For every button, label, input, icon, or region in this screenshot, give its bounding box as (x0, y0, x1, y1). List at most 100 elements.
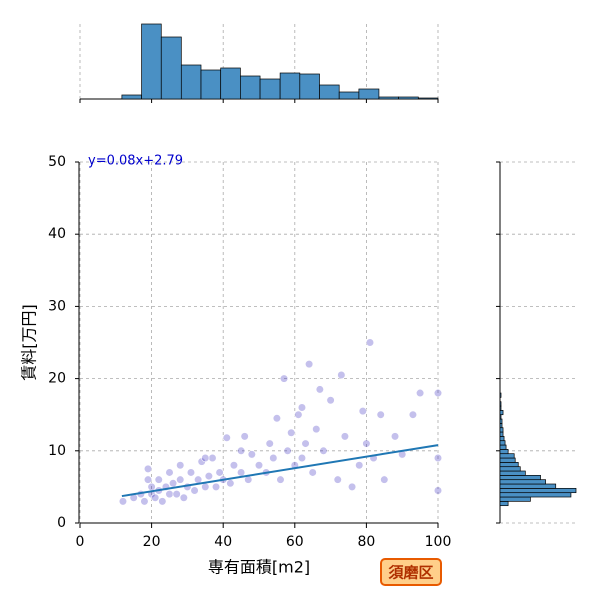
point (433, 388, 443, 398)
hist-bar (499, 410, 504, 416)
point (283, 446, 292, 455)
x-tick-label: 0 (76, 534, 85, 550)
point (201, 482, 210, 492)
point (176, 461, 185, 470)
hist-bar (240, 75, 261, 100)
x-tick-label: 40 (214, 534, 232, 550)
hist-bar (319, 84, 340, 100)
point (365, 338, 375, 347)
hist-bar (499, 405, 502, 411)
hist-bar (378, 96, 399, 100)
point (408, 410, 418, 419)
hist-bar (499, 492, 572, 498)
point (319, 446, 328, 455)
y-axis-label: 賃料[万円] (20, 304, 39, 381)
point (168, 479, 178, 488)
hist-bar (299, 73, 320, 100)
point (362, 439, 371, 448)
point (433, 486, 443, 495)
hist-bar (259, 78, 281, 100)
point (340, 432, 350, 441)
x-tick-label: 60 (286, 534, 304, 550)
point (333, 475, 342, 484)
point (308, 468, 317, 477)
point (140, 497, 149, 506)
point (287, 428, 296, 437)
point (176, 475, 185, 484)
hist-bar (499, 449, 509, 455)
hist-bar (499, 457, 516, 463)
point (215, 468, 224, 477)
hist-bar (499, 401, 502, 407)
x-tick-label: 80 (357, 534, 375, 550)
hist-bar (499, 436, 505, 442)
point (416, 388, 425, 398)
hist-bar (499, 431, 504, 437)
fit-line (121, 444, 439, 498)
point (208, 453, 217, 463)
hist-bar (499, 418, 503, 424)
hist-bar (499, 427, 504, 433)
point (229, 461, 239, 470)
point (154, 475, 163, 484)
point (151, 493, 160, 502)
hist-bar (499, 453, 515, 459)
hist-bar (499, 496, 531, 502)
y-tick-label: 20 (48, 371, 66, 387)
point (380, 475, 389, 484)
hist-bar (398, 96, 419, 100)
point (172, 490, 181, 499)
point (158, 497, 167, 506)
hist-bar (220, 67, 241, 100)
point (355, 461, 364, 470)
point (376, 410, 385, 419)
point (143, 475, 153, 484)
point (190, 486, 199, 495)
hist-bar (499, 474, 541, 481)
y-tick-label: 0 (57, 515, 66, 531)
hist-bar (417, 97, 439, 100)
hist-bar (499, 440, 506, 446)
y-tick-label: 40 (48, 226, 66, 242)
point (326, 396, 335, 405)
hist-bar (200, 69, 222, 100)
hist-bar (499, 500, 509, 507)
point (165, 468, 174, 477)
y-tick-label: 50 (48, 154, 66, 170)
hist-bar (499, 414, 502, 420)
point (165, 490, 174, 499)
hist-bar (141, 23, 162, 100)
x-tick-label: 20 (143, 534, 161, 550)
hist-bar (499, 479, 546, 485)
point (247, 450, 256, 459)
point (237, 468, 246, 477)
point (347, 482, 357, 492)
point (337, 370, 346, 380)
hist-bar (279, 72, 301, 100)
hist-bar (499, 392, 502, 398)
hist-bar (499, 466, 521, 472)
point (254, 461, 264, 470)
point (433, 453, 443, 463)
point (118, 497, 128, 506)
point (147, 482, 156, 492)
point (297, 453, 307, 463)
badge-box (380, 558, 442, 586)
point (222, 433, 231, 442)
point (301, 439, 310, 448)
fit-equation: y=0.08x+2.79 (88, 154, 183, 169)
point (237, 446, 246, 455)
point (315, 385, 324, 394)
point (297, 403, 307, 412)
point (226, 479, 235, 488)
point (211, 482, 221, 492)
point (390, 432, 400, 441)
hist-bar (338, 91, 360, 100)
point (201, 453, 210, 463)
point (358, 406, 367, 416)
hist-bar (180, 64, 202, 100)
badge: 須磨区 (387, 564, 433, 582)
point (312, 425, 321, 434)
point (265, 439, 274, 448)
